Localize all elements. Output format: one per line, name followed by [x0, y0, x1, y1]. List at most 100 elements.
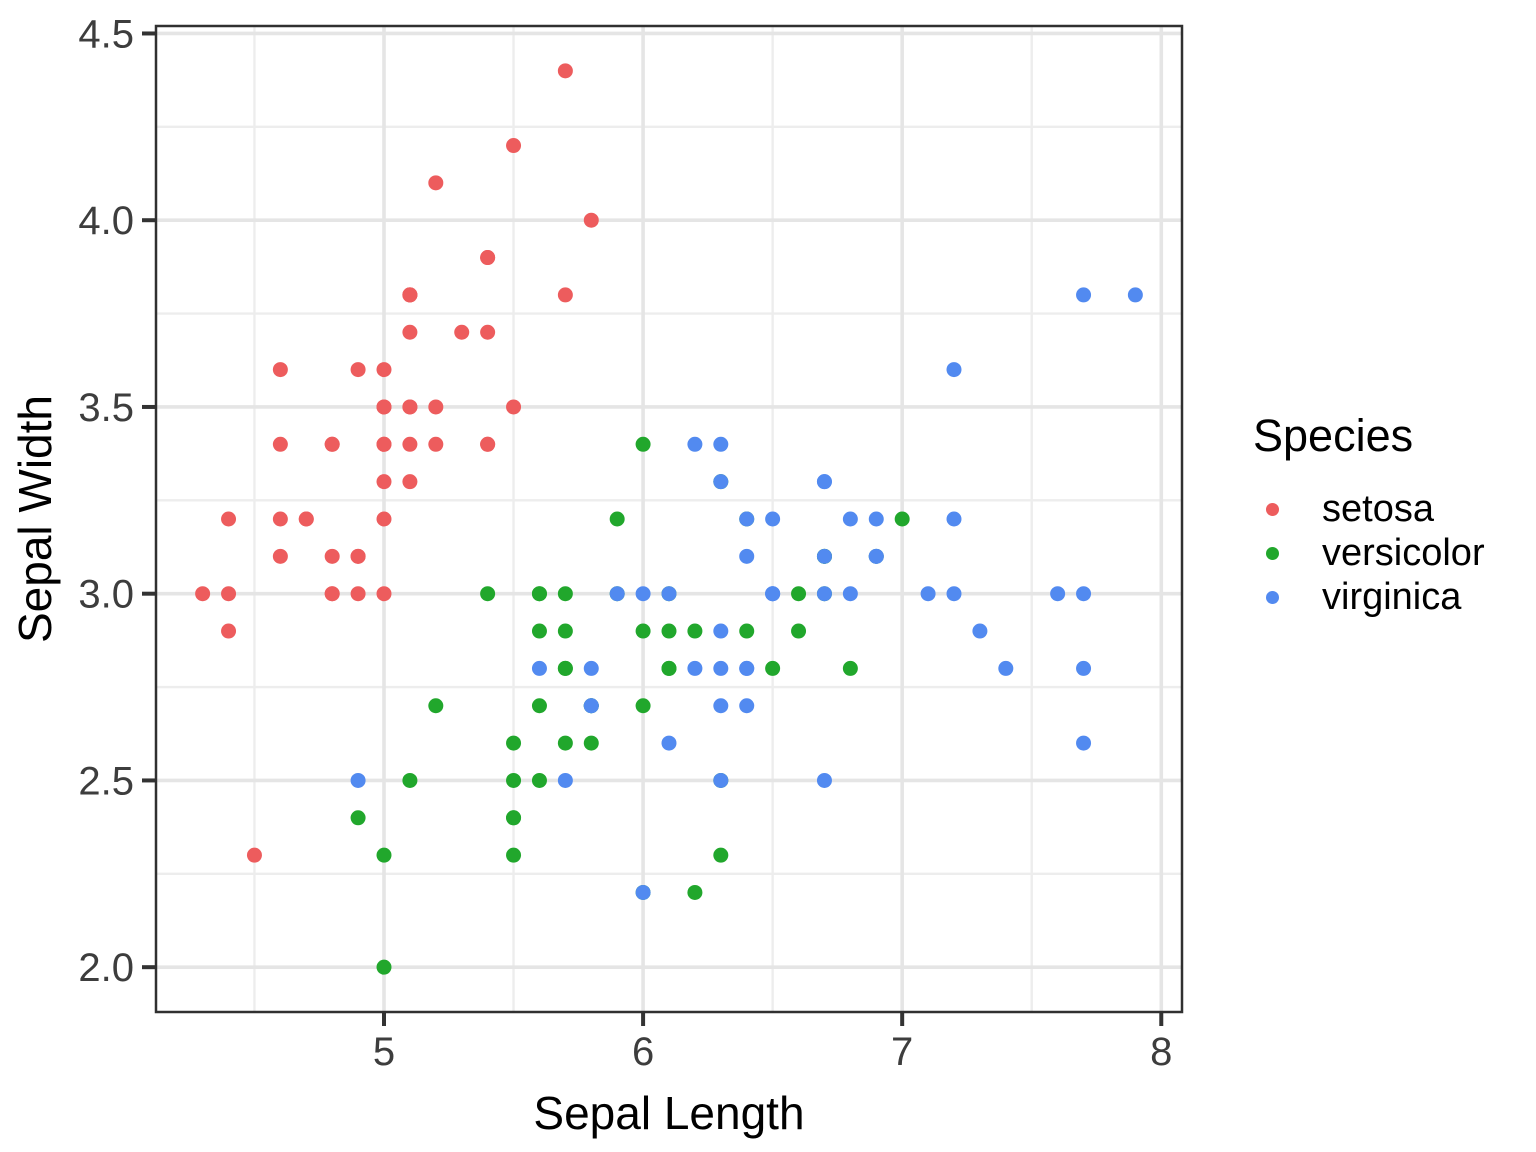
point-virginica — [868, 511, 884, 527]
legend-swatch-versicolor — [1266, 546, 1279, 560]
point-versicolor — [635, 623, 651, 639]
legend-item-versicolor: versicolor — [1253, 531, 1485, 575]
y-tick-label-3.0: 3.0 — [78, 573, 134, 617]
point-versicolor — [557, 660, 573, 676]
point-versicolor — [661, 660, 677, 676]
panel-border — [154, 24, 1184, 1014]
point-versicolor — [661, 623, 677, 639]
point-versicolor — [635, 436, 651, 452]
point-setosa — [402, 399, 418, 415]
point-setosa — [272, 548, 288, 564]
point-versicolor — [557, 735, 573, 751]
point-versicolor — [531, 772, 547, 788]
point-virginica — [583, 660, 599, 676]
point-setosa — [350, 362, 366, 378]
point-virginica — [635, 884, 651, 900]
point-versicolor — [480, 586, 496, 602]
point-virginica — [946, 511, 962, 527]
point-virginica — [661, 586, 677, 602]
point-setosa — [402, 287, 418, 303]
point-versicolor — [402, 772, 418, 788]
point-versicolor — [531, 623, 547, 639]
point-virginica — [687, 660, 703, 676]
y-tick-label-2.5: 2.5 — [78, 759, 134, 803]
point-setosa — [324, 436, 340, 452]
point-versicolor — [687, 623, 703, 639]
point-virginica — [713, 772, 729, 788]
point-versicolor — [791, 586, 807, 602]
y-tick-label-4.5: 4.5 — [78, 12, 134, 56]
point-virginica — [842, 511, 858, 527]
point-setosa — [376, 399, 392, 415]
point-versicolor — [687, 884, 703, 900]
point-setosa — [272, 511, 288, 527]
legend-item-virginica: virginica — [1253, 575, 1485, 619]
point-virginica — [920, 586, 936, 602]
point-virginica — [713, 474, 729, 490]
point-virginica — [946, 362, 962, 378]
point-virginica — [635, 586, 651, 602]
point-versicolor — [583, 735, 599, 751]
point-virginica — [609, 586, 625, 602]
point-setosa — [480, 324, 496, 340]
point-setosa — [298, 511, 314, 527]
point-versicolor — [376, 847, 392, 863]
point-setosa — [221, 586, 237, 602]
point-setosa — [324, 548, 340, 564]
point-virginica — [765, 511, 781, 527]
point-versicolor — [506, 772, 522, 788]
point-setosa — [454, 324, 470, 340]
point-setosa — [376, 436, 392, 452]
point-versicolor — [557, 623, 573, 639]
x-tick-label-6: 6 — [632, 1030, 654, 1074]
point-versicolor — [791, 623, 807, 639]
point-virginica — [713, 436, 729, 452]
point-setosa — [272, 362, 288, 378]
point-versicolor — [842, 660, 858, 676]
point-virginica — [765, 586, 781, 602]
point-virginica — [816, 548, 832, 564]
point-virginica — [557, 772, 573, 788]
point-setosa — [221, 623, 237, 639]
point-virginica — [531, 660, 547, 676]
point-versicolor — [376, 959, 392, 975]
y-tick-label-4.0: 4.0 — [78, 199, 134, 243]
point-versicolor — [506, 847, 522, 863]
point-virginica — [842, 586, 858, 602]
point-setosa — [402, 474, 418, 490]
point-virginica — [1076, 735, 1092, 751]
point-setosa — [376, 362, 392, 378]
x-tick-label-8: 8 — [1150, 1030, 1172, 1074]
point-setosa — [376, 586, 392, 602]
point-setosa — [246, 847, 262, 863]
point-virginica — [687, 436, 703, 452]
legend-label: setosa — [1322, 488, 1434, 530]
point-setosa — [272, 436, 288, 452]
point-virginica — [816, 586, 832, 602]
point-setosa — [480, 436, 496, 452]
point-virginica — [868, 548, 884, 564]
point-setosa — [506, 138, 522, 154]
legend-label: versicolor — [1322, 532, 1485, 574]
point-setosa — [402, 436, 418, 452]
point-setosa — [324, 586, 340, 602]
point-virginica — [739, 660, 755, 676]
point-virginica — [1050, 586, 1066, 602]
point-virginica — [739, 511, 755, 527]
point-setosa — [221, 511, 237, 527]
point-versicolor — [506, 810, 522, 826]
point-virginica — [713, 623, 729, 639]
point-setosa — [402, 324, 418, 340]
point-virginica — [739, 698, 755, 714]
y-tick-label-2.0: 2.0 — [78, 946, 134, 990]
point-virginica — [583, 698, 599, 714]
point-versicolor — [765, 660, 781, 676]
y-axis-title: Sepal Width — [9, 394, 61, 644]
legend-swatch-virginica — [1266, 590, 1279, 604]
point-virginica — [998, 660, 1014, 676]
point-virginica — [661, 735, 677, 751]
point-setosa — [557, 63, 573, 79]
legend-swatch-setosa — [1266, 502, 1279, 516]
point-versicolor — [609, 511, 625, 527]
point-setosa — [428, 436, 444, 452]
